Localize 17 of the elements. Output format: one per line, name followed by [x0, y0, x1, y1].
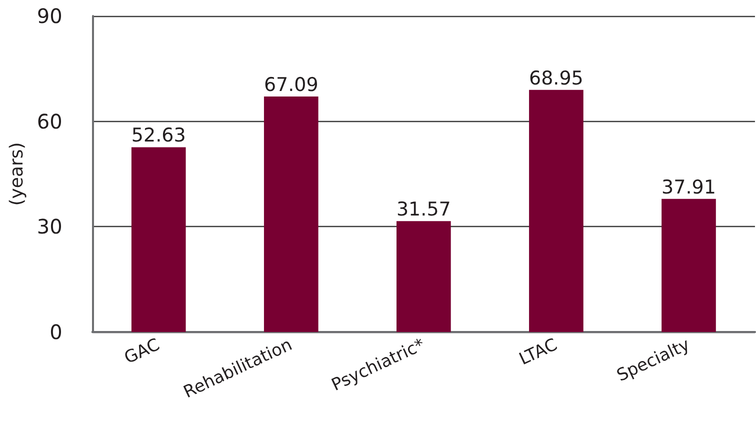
- data-label: 52.63: [131, 124, 186, 147]
- y-tick-label: 90: [36, 4, 62, 28]
- y-tick-label: 0: [50, 320, 62, 344]
- x-tick-label: GAC: [121, 334, 163, 368]
- bar: [396, 221, 451, 332]
- bar: [529, 90, 584, 332]
- y-tick-label: 60: [36, 109, 62, 134]
- bar: [131, 147, 186, 332]
- bar: [264, 96, 318, 332]
- data-label: 68.95: [529, 67, 584, 90]
- y-tick-label: 30: [36, 214, 62, 239]
- data-label: 67.09: [264, 74, 318, 96]
- data-label: 37.91: [662, 176, 716, 198]
- data-label: 31.57: [396, 198, 451, 221]
- x-tick-label: LTAC: [516, 334, 560, 370]
- bar: [662, 198, 716, 332]
- y-axis-title: (years): [6, 142, 28, 206]
